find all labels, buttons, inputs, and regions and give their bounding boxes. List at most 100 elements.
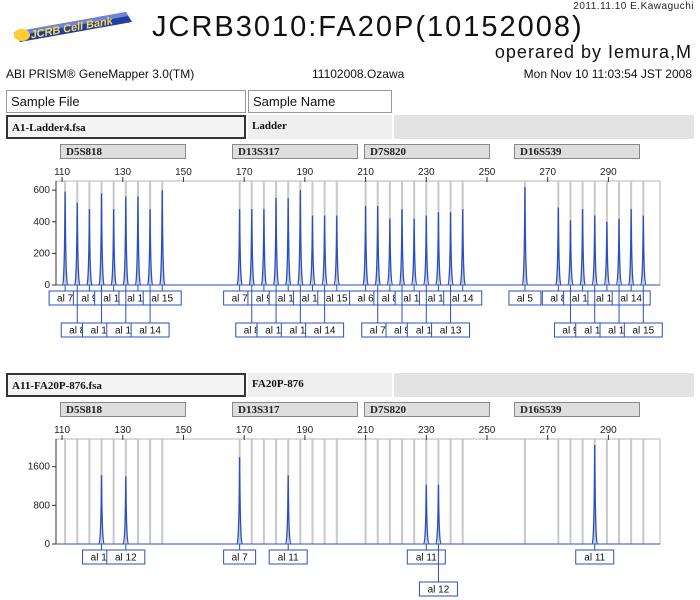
sample-row-filler [394,115,694,139]
software-label: ABI PRISM® GeneMapper 3.0(TM) [6,67,195,81]
peak [567,220,574,286]
sample-file-header: Sample File [6,90,246,113]
peak [521,186,529,286]
locus-label-d7s820: D7S820 [364,144,490,159]
peak [333,215,341,286]
allele-label-box[interactable] [418,581,458,597]
peak [321,215,328,286]
peak [236,457,243,545]
allele-label: al 11 [278,553,299,564]
locus-label-d16s539: D16S539 [514,144,640,159]
allele-label: al 10 [91,326,113,337]
allele-label: al 15 [151,294,173,305]
allele-label: al 15 [632,326,654,337]
allele-label: al 12 [596,294,618,305]
allele-label-box[interactable] [268,549,308,565]
allele-label: al 7 [232,553,249,564]
allele-label-box[interactable] [623,322,663,338]
allele-label: al 8 [382,294,399,305]
allele-label-box[interactable] [508,290,542,306]
allele-label-box[interactable] [431,322,471,338]
allele-label-box[interactable] [106,549,146,565]
peak [86,209,93,286]
jcrb-cell-bank-logo: JCRB Cell Bank [14,12,132,42]
peak [110,209,117,286]
allele-label: al 8 [69,326,86,337]
allele-label: al 14 [314,326,336,337]
allele-label: al 12 [428,294,450,305]
allele-label-box[interactable] [406,549,446,565]
peak [98,475,105,545]
y-tick-label: 200 [33,248,50,259]
locus-label-d16s539: D16S539 [514,402,640,417]
x-tick-label: 170 [236,167,253,178]
peak [435,212,442,286]
x-tick-label: 290 [600,425,617,436]
allele-label: al 7 [57,294,74,305]
locus-label-d5s818: D5S818 [60,402,186,417]
allele-label-box[interactable] [575,549,615,565]
x-tick-label: 170 [236,425,253,436]
sample-file-cell[interactable]: A11-FA20P-876.fsa [6,373,246,397]
peak [158,190,166,286]
allele-label: al 6 [358,294,375,305]
allele-label: al 13 [302,294,324,305]
x-tick-label: 270 [539,425,556,436]
peak [284,198,292,286]
allele-label: al 13 [608,326,630,337]
timestamp-label: Mon Nov 10 11:03:54 JST 2008 [523,67,692,81]
allele-label: al 15 [326,294,348,305]
allele-label-box[interactable] [130,322,170,338]
electropherogram-ladder: 110 130 150 170 190 210 230 250 270 290 0 200 400 600… [33,167,663,338]
peak [260,209,268,286]
allele-label: al 8 [244,326,261,337]
x-tick-label: 250 [479,425,496,436]
x-tick-label: 190 [297,167,314,178]
peak [248,209,256,286]
plot-frame [55,438,661,545]
peak [236,209,243,286]
allele-label: al 9 [81,294,98,305]
peak [398,209,406,286]
locus-label-d5s818: D5S818 [60,144,186,159]
y-tick-label: 0 [44,539,50,550]
allele-label-box[interactable] [443,290,483,306]
locus-label-d13s317: D13S317 [232,144,358,159]
allele-label: al 9 [256,294,273,305]
x-tick-label: 210 [357,167,374,178]
allele-label: al 12 [115,553,137,564]
x-tick-label: 290 [600,167,617,178]
peak [423,484,430,545]
allele-label: al 13 [127,294,149,305]
x-tick-label: 270 [539,167,556,178]
peak [591,444,598,545]
allele-label: al 11 [416,326,437,337]
sample-row-filler [394,373,694,397]
y-tick-label: 400 [33,217,50,228]
date-credit: 2011.11.10 E.Kawaguchi [573,1,694,12]
peak [297,190,304,286]
allele-label-box[interactable] [142,290,182,306]
peak [447,212,454,286]
logo-text: JCRB Cell Bank [30,15,115,41]
allele-label: al 14 [620,294,642,305]
locus-label-d13s317: D13S317 [232,402,358,417]
allele-label: al 12 [428,585,450,596]
x-tick-label: 210 [357,425,374,436]
allele-label-box[interactable] [611,290,651,306]
sample-file-cell[interactable]: A1-Ladder4.fsa [6,115,246,139]
peak [627,209,635,286]
x-tick-label: 150 [175,167,192,178]
allele-label-box[interactable] [305,322,345,338]
peak [579,209,586,286]
y-tick-label: 600 [33,185,50,196]
x-tick-label: 110 [54,167,70,178]
x-tick-label: 250 [479,167,496,178]
allele-label-box[interactable] [223,549,257,565]
peak [555,207,562,286]
peak [134,196,142,286]
allele-label: al 8 [550,294,567,305]
x-tick-label: 190 [297,425,314,436]
peak [386,218,394,286]
peak [74,202,81,286]
